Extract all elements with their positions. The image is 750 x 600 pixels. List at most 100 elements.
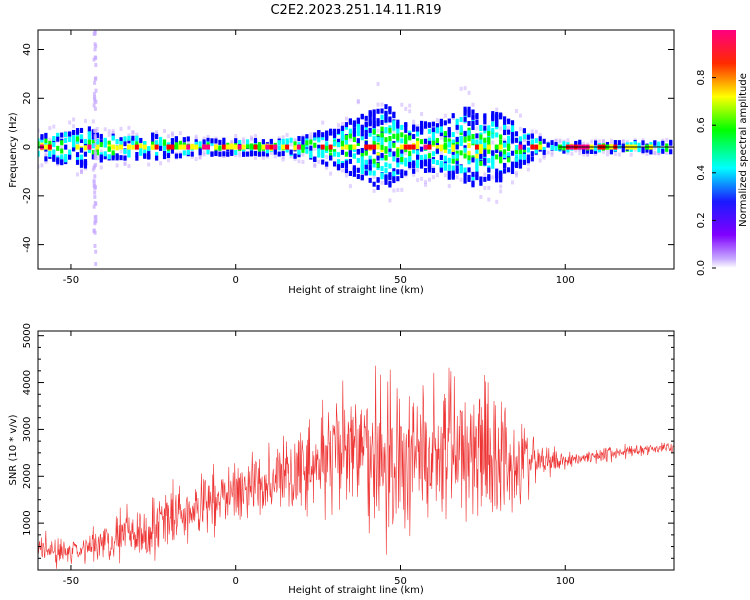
spectrogram-cell <box>368 110 372 116</box>
spectrogram-cell <box>131 139 135 145</box>
spectrogram-cell <box>471 133 475 139</box>
spectrogram-cell <box>479 150 483 156</box>
spectrogram-cell <box>597 147 602 153</box>
spectrogram-cell <box>348 137 352 142</box>
spectrogram-cell <box>412 119 416 124</box>
spectrogram-cell <box>479 147 483 153</box>
spectrogram-cell <box>506 146 511 152</box>
spectrogram-cell <box>427 128 432 134</box>
spectrogram-cell <box>522 137 526 142</box>
spectrogram-core-cell <box>285 144 290 150</box>
spectrogram-cell <box>495 172 499 178</box>
spectrogram-cell <box>451 149 455 155</box>
spectrogram-core-cell <box>221 144 226 150</box>
spectrogram-marks <box>38 30 673 266</box>
spectrogram-cell <box>510 150 515 156</box>
spectrogram-cell <box>423 167 428 173</box>
spectrogram-cell <box>38 141 40 147</box>
spectrogram-x-axis-label: Height of straight line (km) <box>288 285 424 296</box>
spectrogram-cell <box>384 128 388 134</box>
spectrogram-cell <box>621 139 625 144</box>
spectrogram-cell <box>546 150 550 155</box>
spectrogram-cell <box>75 152 80 158</box>
spectrogram-cell <box>238 139 242 145</box>
spectrogram-cell <box>400 169 404 175</box>
spectrogram-cell <box>392 111 396 117</box>
spectrogram-cell <box>420 176 424 181</box>
spectrogram-cell <box>396 152 400 158</box>
spectrogram-cell <box>396 157 400 163</box>
spectrogram-cell <box>471 171 475 177</box>
spectrogram-cell <box>586 152 590 157</box>
spectrogram-cell <box>435 148 439 154</box>
spectrogram-cell <box>609 138 613 143</box>
spectrogram-cell <box>83 118 87 123</box>
spectrogram-core-cell <box>95 144 100 150</box>
spectrogram-cell <box>218 151 222 157</box>
spectrogram-cell <box>514 173 518 178</box>
spectrogram-cell <box>93 135 97 140</box>
spectrogram-cell <box>380 126 384 132</box>
spectrogram-cell <box>40 139 44 145</box>
spectrogram-cell <box>447 127 451 133</box>
spectrogram-cell <box>348 150 352 156</box>
y-tick-label: 1000 <box>22 510 33 535</box>
spectrogram-cell <box>388 135 392 141</box>
spectrogram-cell <box>38 164 40 169</box>
spectrogram-cell <box>388 182 392 188</box>
spectrogram-cell <box>364 164 368 170</box>
spectrogram-cell <box>408 151 412 157</box>
spectrogram-cell <box>503 130 507 136</box>
spectrogram-cell <box>64 156 68 162</box>
spectrogram-cell <box>380 114 384 120</box>
spectrogram-cell <box>297 152 301 158</box>
spectrogram-cell <box>404 147 408 153</box>
spectrogram-cell <box>123 155 127 161</box>
spectrogram-cell <box>487 139 491 145</box>
spectrogram-cell <box>107 146 111 152</box>
spectrogram-cell <box>111 150 115 156</box>
spectrogram-cell <box>372 174 376 179</box>
spectrogram-cell <box>503 162 507 168</box>
spectrogram-cell <box>657 141 661 147</box>
spectrogram-cell <box>514 109 518 114</box>
spectrogram-cell <box>518 163 523 169</box>
spectrogram-cell <box>439 121 443 127</box>
spectrogram-cell <box>364 115 368 121</box>
spectrogram-cell <box>348 184 352 189</box>
spectrogram-cell <box>313 135 317 141</box>
spectrogram-cell <box>479 194 483 199</box>
spectrogram-cell <box>75 136 80 142</box>
spectrogram-cell <box>526 134 530 140</box>
spectrogram-cell <box>447 174 451 180</box>
spectrogram-cell <box>68 120 72 125</box>
spectrogram-core-cell <box>423 144 428 150</box>
spectrogram-cell <box>388 163 392 169</box>
spectrogram-cell <box>376 177 380 183</box>
spectrogram-cell <box>265 154 269 159</box>
spectrogram-core-cell <box>407 144 412 150</box>
spectrogram-cell <box>514 171 518 176</box>
x-tick-label: 50 <box>394 275 407 286</box>
spectrogram-cell <box>83 138 88 144</box>
spectrogram-cell <box>79 147 84 153</box>
spectrogram-cell <box>321 149 325 155</box>
spectrogram-cell <box>629 152 633 157</box>
spectrogram-cell <box>455 124 459 130</box>
spectrogram-cell <box>293 141 297 147</box>
spectrogram-core-cell <box>206 144 211 150</box>
spectrogram-cell <box>427 137 432 143</box>
spectrogram-cell <box>447 157 451 163</box>
spectrogram-cell <box>514 157 519 163</box>
spectrogram-cell <box>384 179 388 185</box>
spectrogram-cell <box>392 171 396 177</box>
spectrogram-cell <box>372 129 376 135</box>
spectrogram-cell <box>661 140 665 146</box>
spectrogram-cell <box>364 140 368 146</box>
spectrogram-cell <box>416 138 420 144</box>
spectrogram-cell <box>249 150 254 156</box>
spectrogram-cell <box>340 162 345 168</box>
spectrogram-cell <box>94 63 98 68</box>
spectrogram-cell <box>427 140 432 146</box>
spectrogram-cell <box>79 158 84 164</box>
